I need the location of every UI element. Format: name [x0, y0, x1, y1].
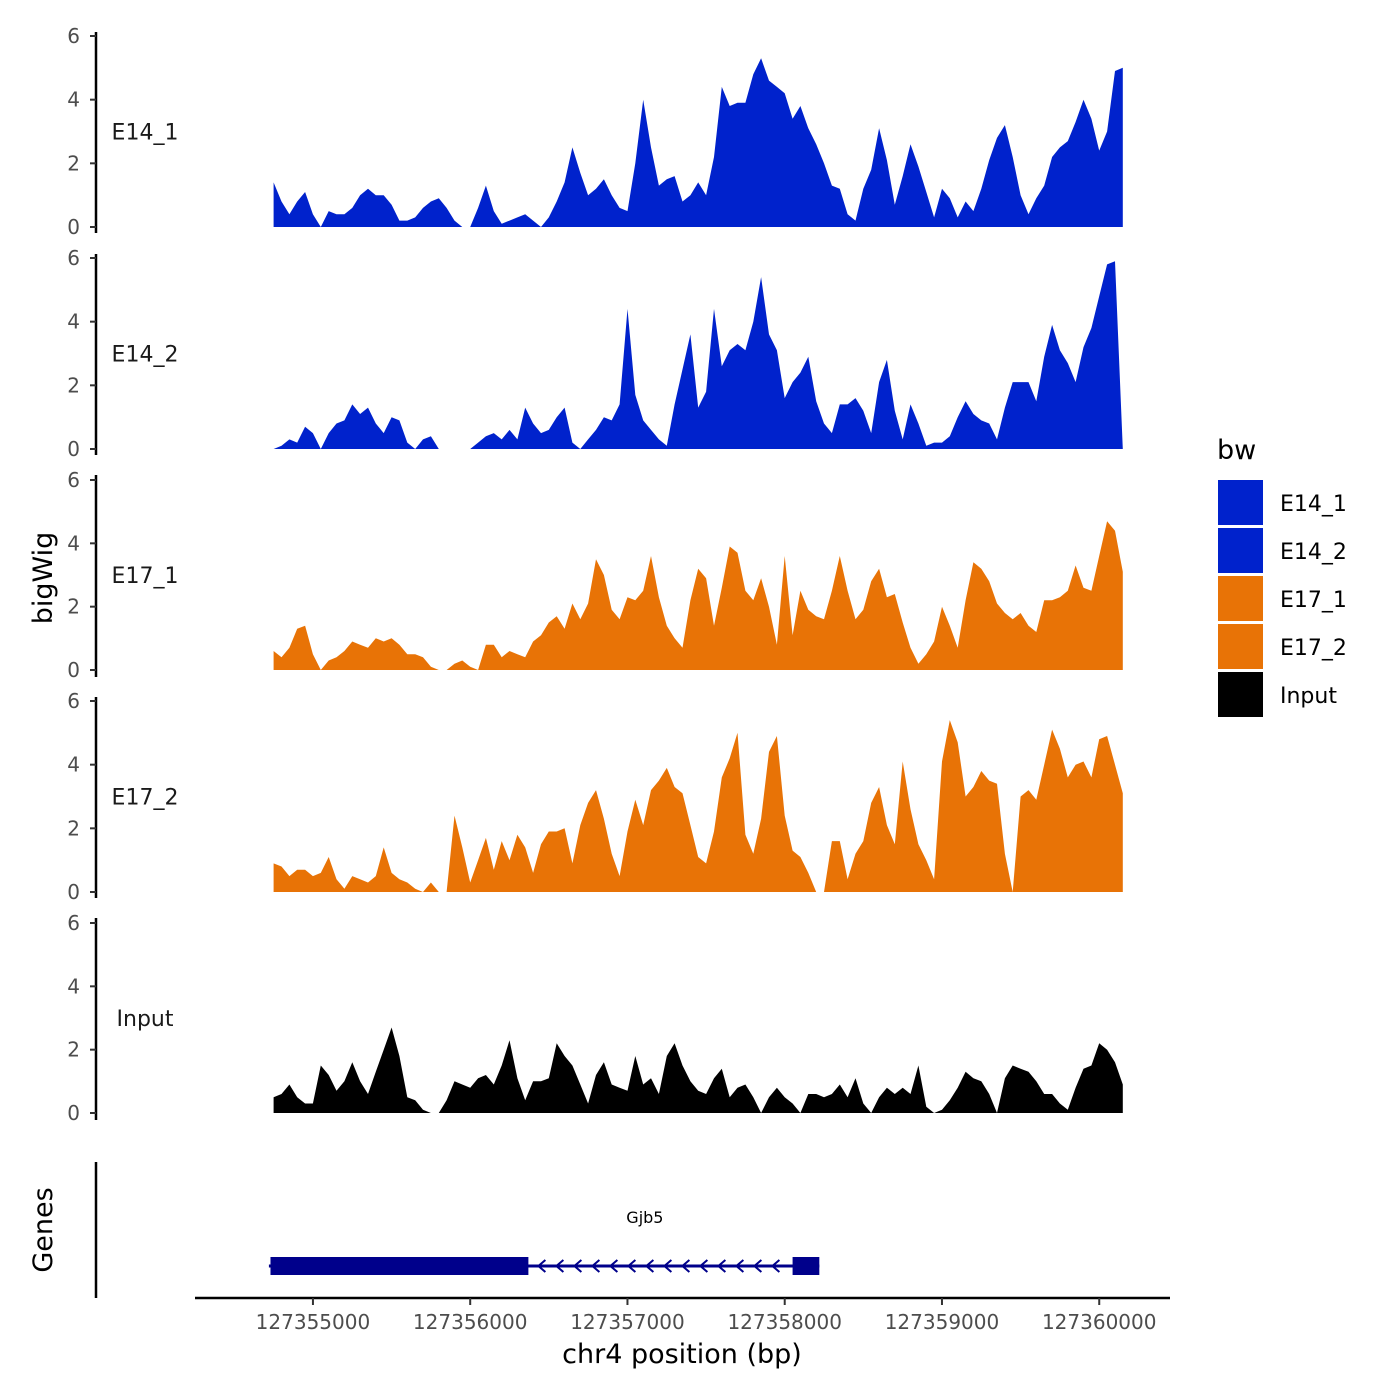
genes-track-title: Genes: [28, 1187, 59, 1272]
strand-arrow: [536, 1259, 547, 1273]
legend-item-E17_2: E17_2: [1218, 624, 1347, 669]
track-label: E14_2: [112, 343, 179, 368]
legend-label: E14_2: [1280, 540, 1347, 565]
track-E17_2: 0 2 4 6 E17_2: [67, 689, 1123, 904]
track-Input: 0 2 4 6 Input: [67, 911, 1123, 1125]
strand-arrow: [716, 1259, 727, 1273]
x-tick-label: 127357000: [570, 1310, 685, 1334]
strand-arrow: [734, 1259, 745, 1273]
y-tick-label: 2: [67, 151, 80, 175]
legend-swatch: [1218, 624, 1263, 669]
track-E14_1: 0 2 4 6 E14_1: [67, 24, 1123, 239]
y-tick-label: 0: [67, 880, 80, 904]
y-tick-label: 2: [67, 373, 80, 397]
x-tick-label: 127359000: [885, 1310, 1000, 1334]
strand-arrow: [608, 1259, 619, 1273]
legend-label: E14_1: [1280, 492, 1347, 517]
y-tick-label: 4: [67, 310, 80, 334]
y-tick-label: 6: [67, 689, 80, 713]
track-label: E17_1: [112, 564, 179, 589]
coverage-area-E14_1: [273, 58, 1123, 227]
legend-item-Input: Input: [1218, 672, 1337, 717]
y-tick-label: 4: [67, 753, 80, 777]
legend-swatch: [1218, 480, 1263, 525]
coverage-area-E17_1: [273, 521, 1123, 670]
y-tick-label: 0: [67, 215, 80, 239]
gene-exon: [270, 1257, 529, 1275]
strand-arrow: [572, 1259, 583, 1273]
legend-title: bw: [1217, 435, 1256, 466]
legend-swatch: [1218, 528, 1263, 573]
legend-item-E14_1: E14_1: [1218, 480, 1347, 525]
gene-label: Gjb5: [626, 1208, 663, 1227]
y-tick-label: 2: [67, 595, 80, 619]
y-tick-label: 6: [67, 468, 80, 492]
x-tick-label: 127356000: [413, 1310, 528, 1334]
y-tick-label: 4: [67, 531, 80, 555]
legend-swatch: [1218, 576, 1263, 621]
track-E14_2: 0 2 4 6 E14_2: [67, 246, 1123, 461]
legend-swatch: [1218, 672, 1263, 717]
x-axis-title: chr4 position (bp): [562, 1339, 802, 1370]
strand-arrow: [554, 1259, 565, 1273]
legend-item-E17_1: E17_1: [1218, 576, 1347, 621]
gene-Gjb5: Gjb5: [268, 1208, 820, 1275]
x-tick-label: 127358000: [727, 1310, 842, 1334]
x-axis: 127355000 127356000 127357000 127358000 1273…: [195, 1296, 1170, 1370]
strand-arrow: [626, 1259, 637, 1273]
coverage-area-E17_2: [273, 720, 1123, 892]
y-tick-label: 6: [67, 911, 80, 935]
strand-arrow: [662, 1259, 673, 1273]
strand-arrow: [680, 1259, 691, 1273]
track-label: E14_1: [112, 121, 179, 146]
y-tick-label: 6: [67, 24, 80, 48]
strand-arrow: [752, 1259, 763, 1273]
y-tick-label: 2: [67, 816, 80, 840]
y-tick-label: 0: [67, 1101, 80, 1125]
strand-arrow: [590, 1259, 601, 1273]
strand-arrow: [770, 1259, 781, 1273]
gene-models: Gjb5: [268, 1208, 820, 1275]
coverage-tracks: 0 2 4 6 E14_1 0 2 4 6 E14_2 0 2 4 6 E17_1 0 2 4 6 E17_2 0 2 4 6…: [67, 24, 1123, 1125]
legend-item-E14_2: E14_2: [1218, 528, 1347, 573]
x-tick-label: 127360000: [1042, 1310, 1157, 1334]
y-tick-label: 0: [67, 658, 80, 682]
legend-label: E17_1: [1280, 588, 1347, 613]
gene-exon: [792, 1257, 820, 1275]
genes-track: Gjb5: [94, 1162, 820, 1298]
strand-arrow: [644, 1259, 655, 1273]
legend-label: Input: [1280, 684, 1337, 709]
track-E17_1: 0 2 4 6 E17_1: [67, 468, 1123, 682]
y-tick-label: 0: [67, 437, 80, 461]
legend-label: E17_2: [1280, 636, 1347, 661]
coverage-area-E14_2: [273, 261, 1123, 449]
coverage-area-Input: [273, 1027, 1123, 1113]
legend: bw E14_1 E14_2 E17_1 E17_2 Input: [1217, 435, 1347, 717]
track-label: Input: [117, 1007, 174, 1032]
x-axis-ticks: 127355000 127356000 127357000 127358000 1273…: [256, 1298, 1157, 1334]
legend-items: E14_1 E14_2 E17_1 E17_2 Input: [1218, 480, 1347, 717]
x-tick-label: 127355000: [256, 1310, 371, 1334]
y-tick-label: 6: [67, 246, 80, 270]
strand-arrow: [698, 1259, 709, 1273]
y-tick-label: 2: [67, 1038, 80, 1062]
y-tick-label: 4: [67, 974, 80, 998]
y-tick-label: 4: [67, 88, 80, 112]
y-axis-title: bigWig: [28, 532, 59, 625]
track-label: E17_2: [112, 786, 179, 811]
